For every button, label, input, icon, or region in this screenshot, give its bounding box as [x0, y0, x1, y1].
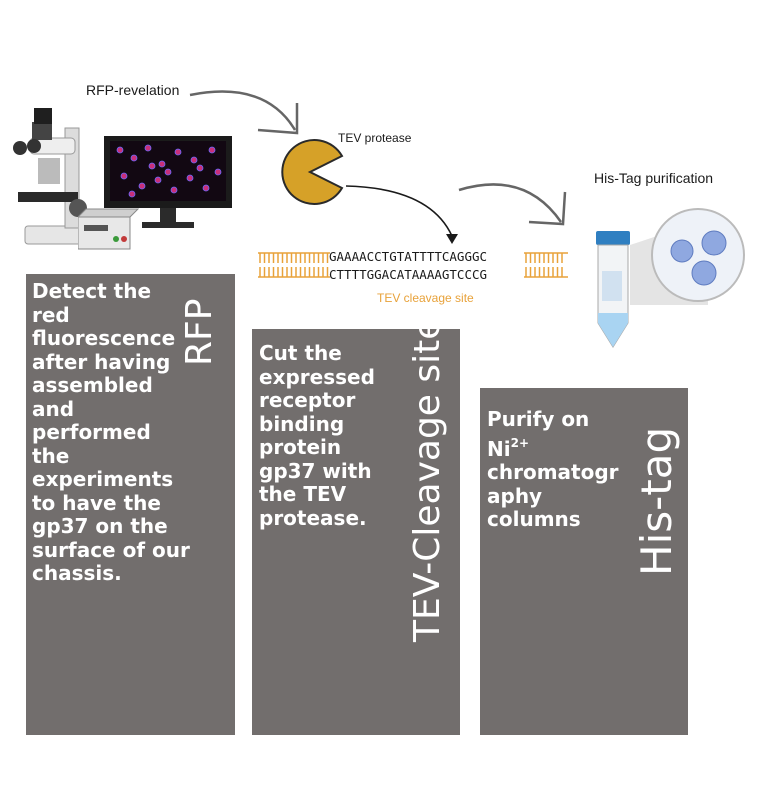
- his-tag-text-ni: Ni: [487, 436, 511, 461]
- his-tag-text-ni-sup: 2+: [510, 435, 529, 450]
- microscope-icon: [13, 108, 96, 245]
- tev-cleavage-panel: [252, 329, 460, 735]
- his-tag-text-line1: Purify on: [487, 407, 590, 431]
- rfp-panel-text: Detect the red fluorescence after having…: [32, 279, 190, 585]
- dna-ticks: [258, 252, 568, 278]
- pacman-to-dna-arrow: [345, 185, 458, 244]
- his-tag-tube-icon: [596, 208, 745, 348]
- rfp-to-tev-arrow: [189, 90, 299, 135]
- dna-bottom-strand: CTTTTGGACATAAAAGTCCCG: [329, 267, 488, 282]
- controller-box-icon: [78, 208, 140, 250]
- his-tag-purification-label: His-Tag purification: [594, 170, 714, 186]
- his-tag-panel-text: Purify on Ni2+ chromatogr aphy columns: [487, 407, 627, 532]
- his-tag-panel: [480, 388, 688, 735]
- tev-protease-pacman-icon: [281, 139, 344, 205]
- dna-top-strand: GAAAACCTGTATTTTCAGGGC: [329, 249, 488, 264]
- tev-cleavage-panel-title: TEV-Cleavage site: [407, 317, 448, 642]
- rfp-panel: [26, 274, 235, 735]
- his-tag-panel-title: His-tag: [632, 426, 681, 576]
- rfp-panel-title: RFP: [179, 298, 220, 366]
- monitor-fluorescence-icon: [104, 136, 232, 228]
- his-tag-text-rest: chromatogr aphy columns: [487, 460, 619, 531]
- tev-cleavage-panel-text: Cut the expressed receptor binding prote…: [259, 341, 375, 530]
- dna-to-histag-arrow: [458, 183, 567, 226]
- tev-protease-label: TEV protease: [338, 131, 412, 145]
- rfp-revelation-label: RFP-revelation: [86, 82, 180, 98]
- tev-cleavage-site-label: TEV cleavage site: [377, 291, 474, 305]
